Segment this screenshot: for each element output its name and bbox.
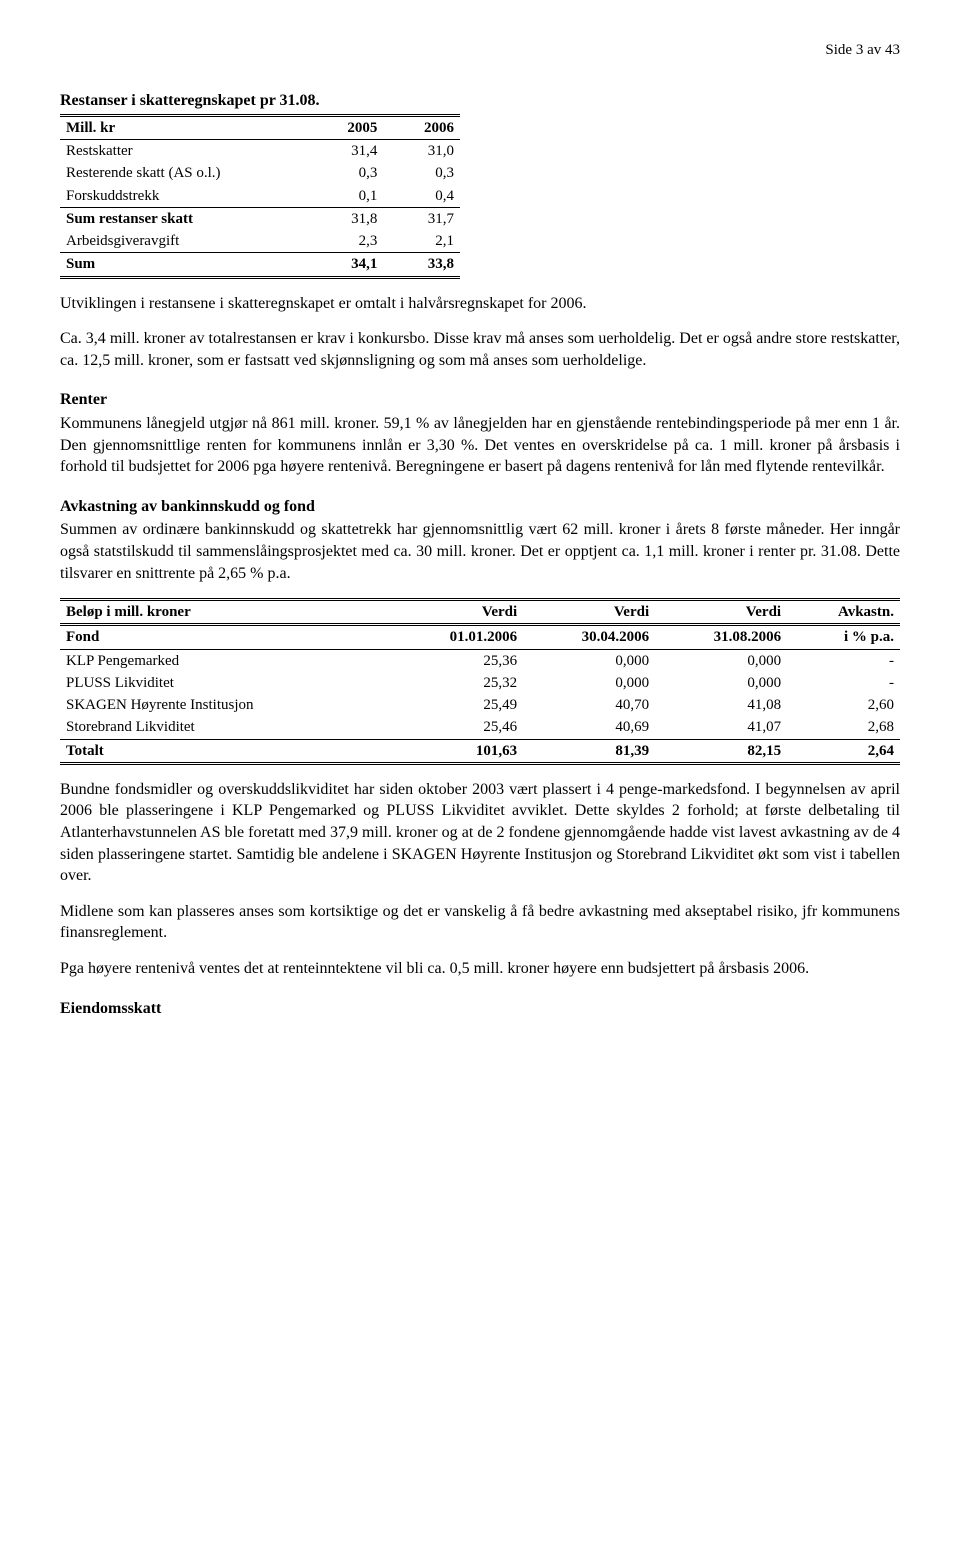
heading-avkastning: Avkastning av bankinnskudd og fond	[60, 496, 900, 518]
cell: 2,68	[787, 716, 900, 739]
table-row-total: Totalt 101,63 81,39 82,15 2,64	[60, 739, 900, 763]
table-row: KLP Pengemarked 25,36 0,000 0,000 -	[60, 649, 900, 672]
paragraph: Summen av ordinære bankinnskudd og skatt…	[60, 519, 900, 584]
cell: 34,1	[307, 253, 384, 277]
table-row: Storebrand Likviditet 25,46 40,69 41,07 …	[60, 716, 900, 739]
cell: SKAGEN Høyrente Institusjon	[60, 694, 391, 716]
cell: Storebrand Likviditet	[60, 716, 391, 739]
table-header: Verdi	[523, 600, 655, 625]
paragraph: Bundne fondsmidler og overskuddslikvidit…	[60, 779, 900, 887]
cell: Totalt	[60, 739, 391, 763]
cell: PLUSS Likviditet	[60, 672, 391, 694]
cell: 40,70	[523, 694, 655, 716]
cell: 0,000	[655, 672, 787, 694]
cell: 31,0	[383, 140, 460, 163]
cell: Forskuddstrekk	[60, 185, 307, 208]
cell: 25,49	[391, 694, 523, 716]
cell: 25,46	[391, 716, 523, 739]
table-header-2005: 2005	[307, 115, 384, 139]
table-row-total: Sum 34,1 33,8	[60, 253, 460, 277]
cell: 40,69	[523, 716, 655, 739]
paragraph: Midlene som kan plasseres anses som kort…	[60, 901, 900, 944]
cell: 0,4	[383, 185, 460, 208]
cell: 101,63	[391, 739, 523, 763]
table-fond: Beløp i mill. kroner Verdi Verdi Verdi A…	[60, 598, 900, 765]
cell: 2,60	[787, 694, 900, 716]
cell: 41,08	[655, 694, 787, 716]
table-header: Avkastn.	[787, 600, 900, 625]
cell: 0,3	[383, 162, 460, 184]
cell: 2,3	[307, 230, 384, 253]
cell: 25,36	[391, 649, 523, 672]
cell: 82,15	[655, 739, 787, 763]
table-row: SKAGEN Høyrente Institusjon 25,49 40,70 …	[60, 694, 900, 716]
paragraph: Pga høyere rentenivå ventes det at rente…	[60, 958, 900, 980]
cell: Arbeidsgiveravgift	[60, 230, 307, 253]
paragraph: Ca. 3,4 mill. kroner av totalrestansen e…	[60, 328, 900, 371]
table-header-2006: 2006	[383, 115, 460, 139]
table-header-label: Mill. kr	[60, 115, 307, 139]
cell: 31,7	[383, 207, 460, 230]
table-row: Restskatter 31,4 31,0	[60, 140, 460, 163]
cell: 0,000	[523, 672, 655, 694]
cell: 31,8	[307, 207, 384, 230]
cell: Restskatter	[60, 140, 307, 163]
table-row-sum: Sum restanser skatt 31,8 31,7	[60, 207, 460, 230]
heading-restanser: Restanser i skatteregnskapet pr 31.08.	[60, 90, 900, 112]
table-row: Resterende skatt (AS o.l.) 0,3 0,3	[60, 162, 460, 184]
cell: 25,32	[391, 672, 523, 694]
table-restanser: Mill. kr 2005 2006 Restskatter 31,4 31,0…	[60, 114, 460, 279]
cell: 31,4	[307, 140, 384, 163]
table-header: Beløp i mill. kroner	[60, 600, 391, 625]
table-row: Arbeidsgiveravgift 2,3 2,1	[60, 230, 460, 253]
table-row: PLUSS Likviditet 25,32 0,000 0,000 -	[60, 672, 900, 694]
page-number: Side 3 av 43	[60, 40, 900, 60]
cell: 0,000	[523, 649, 655, 672]
paragraph: Utviklingen i restansene i skatteregnska…	[60, 293, 900, 315]
table-header: Fond	[60, 625, 391, 649]
cell: Resterende skatt (AS o.l.)	[60, 162, 307, 184]
cell: Sum restanser skatt	[60, 207, 307, 230]
heading-renter: Renter	[60, 389, 900, 411]
cell: -	[787, 672, 900, 694]
table-header: 31.08.2006	[655, 625, 787, 649]
heading-eiendomsskatt: Eiendomsskatt	[60, 998, 900, 1020]
table-header: Verdi	[655, 600, 787, 625]
cell: 0,1	[307, 185, 384, 208]
cell: KLP Pengemarked	[60, 649, 391, 672]
table-header: 01.01.2006	[391, 625, 523, 649]
cell: Sum	[60, 253, 307, 277]
table-header: Verdi	[391, 600, 523, 625]
table-header: 30.04.2006	[523, 625, 655, 649]
cell: 0,000	[655, 649, 787, 672]
cell: 33,8	[383, 253, 460, 277]
cell: 0,3	[307, 162, 384, 184]
cell: 81,39	[523, 739, 655, 763]
cell: 41,07	[655, 716, 787, 739]
cell: -	[787, 649, 900, 672]
table-row: Forskuddstrekk 0,1 0,4	[60, 185, 460, 208]
paragraph: Kommunens lånegjeld utgjør nå 861 mill. …	[60, 413, 900, 478]
table-header: i % p.a.	[787, 625, 900, 649]
cell: 2,64	[787, 739, 900, 763]
cell: 2,1	[383, 230, 460, 253]
